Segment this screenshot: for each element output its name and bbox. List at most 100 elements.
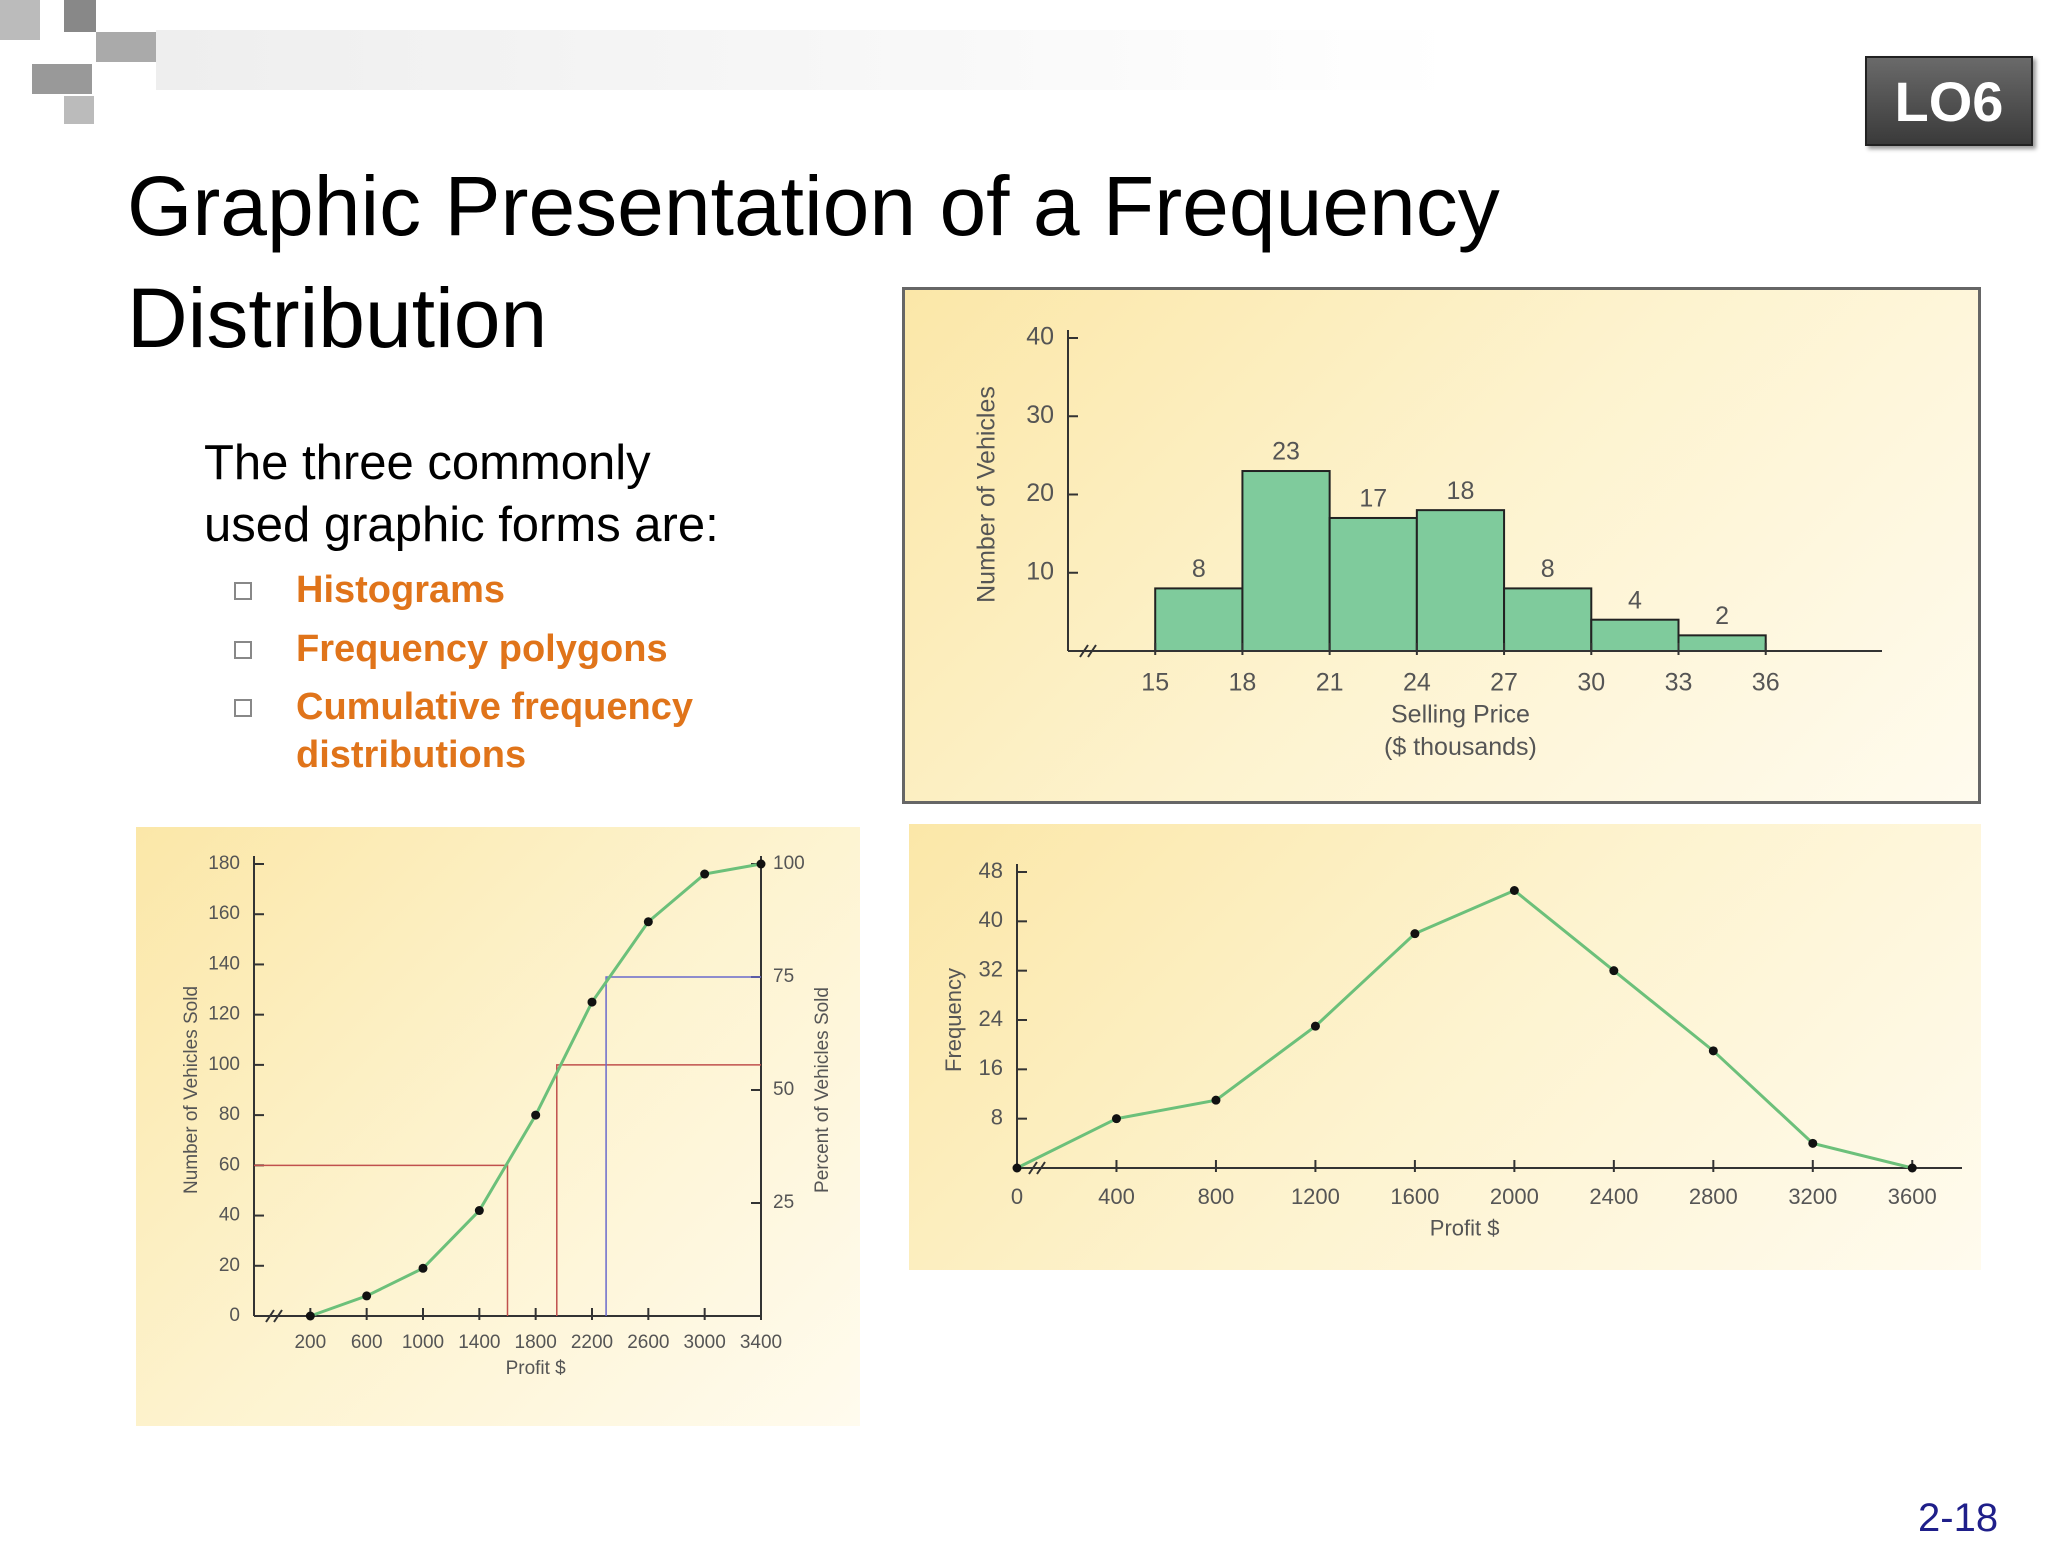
bullet: Frequency polygons [296,628,668,670]
decor [32,64,92,94]
value-label: 4 [1628,586,1642,614]
y-tick-label: 30 [1026,401,1054,429]
decor [64,96,94,124]
point [1907,1163,1917,1173]
x-tick-label: 2200 [571,1332,613,1353]
decor [64,0,96,32]
bar [1677,634,1767,653]
x-axis-label: Profit $ [1430,1215,1500,1240]
point [643,917,653,927]
value-label: 17 [1359,485,1387,513]
y2-tick-label: 50 [773,1079,794,1100]
axis-break [1079,644,1097,658]
x-tick-label: 3000 [684,1332,726,1353]
decor [0,0,40,40]
bullet-box [234,641,252,659]
polygon-chart: 8 16 24 32 40 48 0 400 800 1200 1600 2000 2400 2800 32… [909,824,1981,1270]
y-tick-label: 10 [1026,557,1054,585]
y-tick-label: 16 [979,1055,1003,1080]
y2-tick-label: 25 [773,1192,794,1213]
title: Graphic Presentation of a Frequency Dist… [127,159,1500,365]
x-tick-label: 3400 [740,1332,782,1353]
y2-tick-label: 100 [773,853,805,874]
x-tick-label: 1600 [1390,1184,1439,1209]
value-label: 8 [1192,555,1206,583]
bullet: Histograms [296,569,506,611]
point [418,1263,428,1273]
bullet-box [234,699,252,717]
x-axis-label: Selling Price [1391,701,1530,729]
x-tick-label: 33 [1665,669,1693,697]
point [1310,1021,1320,1031]
x-tick-label: 30 [1577,669,1605,697]
y-axis-label: Number of Vehicles Sold [181,986,202,1194]
point [362,1291,372,1301]
point [1808,1138,1818,1148]
point [1509,886,1519,895]
y-tick-label: 140 [208,953,240,974]
x-tick-label: 18 [1229,669,1257,697]
bar [1503,587,1593,652]
y-tick-label: 40 [219,1205,240,1226]
x-tick-label: 36 [1752,669,1780,697]
y-tick-label: 180 [208,853,240,874]
ogive-chart: 0 20 40 60 80 100 120 140 160 180 25 50 75 100 200 600 1… [136,827,860,1426]
bar [1154,587,1244,652]
y-tick-label: 0 [229,1305,240,1326]
decor [96,32,156,62]
page-number: 2-18 [1918,1496,1999,1540]
point [305,1311,315,1321]
x-tick-label: 200 [294,1332,326,1353]
y-tick-label: 24 [979,1006,1003,1031]
histogram-chart: 8 23 17 18 8 4 2 10 20 30 40 15 18 21 24 27 30 33 36 Number… [902,287,1981,804]
y-tick-label: 160 [208,903,240,924]
point [756,859,766,869]
y-tick-label: 40 [979,907,1003,932]
value-label: 18 [1447,477,1475,505]
x-tick-label: 400 [1098,1184,1135,1209]
axis-break [1028,1161,1046,1175]
y-tick-label: 48 [979,858,1003,883]
point [1012,1163,1022,1173]
point [1609,966,1619,976]
y-tick-label: 60 [219,1154,240,1175]
guide-line [254,1164,509,1316]
x-tick-label: 1200 [1291,1184,1340,1209]
bar [1590,618,1680,653]
point [474,1206,484,1216]
x-tick-label: 3600 [1888,1184,1937,1209]
x-tick-label: 2000 [1490,1184,1539,1209]
y2-tick-label: 75 [773,966,794,987]
y-axis-label: Number of Vehicles [973,386,1001,603]
y-tick-label: 100 [208,1054,240,1075]
point [531,1110,541,1120]
value-label: 2 [1715,602,1729,630]
x-tick-label: 21 [1316,669,1344,697]
x-tick-label: 1400 [458,1332,500,1353]
point [700,869,710,879]
point [1111,1114,1121,1124]
x-axis-label: Profit $ [506,1358,567,1379]
y-axis-label: Frequency [941,968,966,1072]
point [1708,1046,1718,1056]
value-label: 8 [1541,555,1555,583]
x-tick-label: 3200 [1788,1184,1837,1209]
x-tick-label: 1800 [515,1332,557,1353]
value-label: 23 [1272,438,1300,466]
point [1410,929,1420,939]
x-tick-label: 600 [351,1332,383,1353]
axis-break [265,1309,283,1323]
x-axis-label: ($ thousands) [1384,733,1537,761]
bullet: Cumulative frequency distributions [296,686,693,776]
x-tick-label: 1000 [402,1332,444,1353]
y-tick-label: 40 [1026,323,1054,351]
x-tick-label: 2400 [1589,1184,1638,1209]
guide-line [556,1064,761,1316]
x-tick-label: 0 [1011,1184,1023,1209]
y-tick-label: 20 [219,1255,240,1276]
y-tick-label: 8 [991,1104,1003,1129]
x-tick-label: 800 [1198,1184,1235,1209]
bar [1415,509,1506,652]
bar [1328,516,1418,652]
